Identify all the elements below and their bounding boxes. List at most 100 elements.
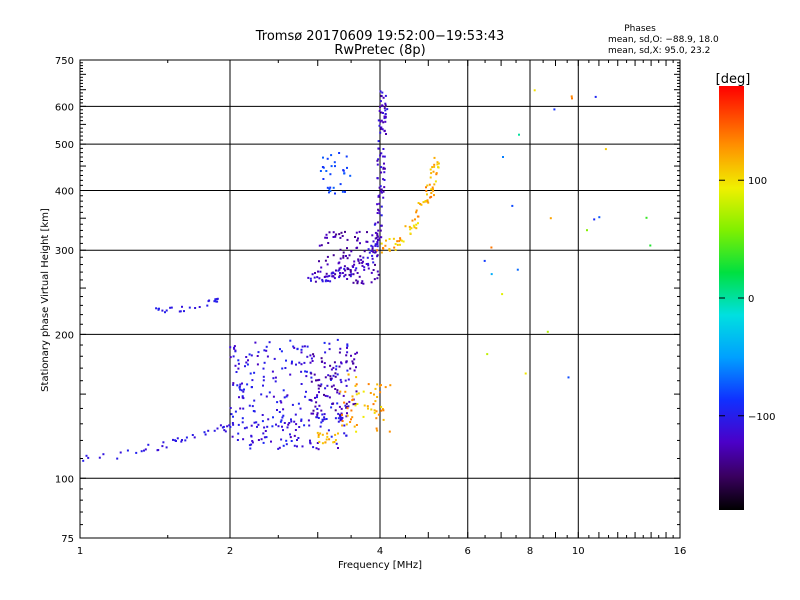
data-point (349, 274, 352, 276)
data-point (285, 359, 287, 362)
data-point (319, 425, 322, 428)
data-point (324, 376, 327, 379)
data-point (384, 115, 387, 118)
data-point (336, 373, 339, 376)
data-point (294, 413, 297, 416)
data-point (377, 273, 380, 276)
data-point (228, 424, 231, 427)
data-point (232, 382, 235, 385)
data-point (268, 391, 271, 394)
data-point (425, 186, 427, 189)
data-point (305, 375, 308, 378)
data-point (376, 232, 379, 235)
data-point (332, 402, 335, 405)
data-point (332, 254, 335, 257)
data-point (329, 190, 332, 193)
data-point (310, 372, 313, 375)
x-tick-label: 10 (572, 546, 585, 557)
data-point (191, 434, 194, 436)
data-point (314, 396, 316, 399)
data-point (343, 432, 346, 435)
data-point (316, 276, 319, 279)
data-point (384, 102, 387, 105)
data-point (345, 384, 348, 387)
data-point (332, 231, 335, 234)
data-point (346, 407, 349, 410)
data-point (310, 279, 312, 282)
data-point (362, 256, 365, 259)
data-point (362, 260, 364, 263)
data-point (371, 234, 374, 237)
data-point (238, 396, 240, 399)
data-point (383, 155, 386, 158)
data-point (330, 165, 333, 168)
data-point (373, 278, 376, 281)
data-point (382, 190, 385, 193)
data-point (276, 409, 278, 411)
data-point (372, 240, 375, 243)
stats-line-o: mean, sd,O: −88.9, 18.0 (608, 35, 719, 45)
data-point (262, 432, 265, 435)
data-point (346, 343, 349, 346)
data-point (316, 416, 319, 419)
data-point (334, 235, 337, 238)
data-point (373, 393, 375, 396)
data-point (372, 269, 375, 271)
data-point (241, 396, 244, 399)
data-point (226, 425, 229, 428)
data-point (381, 408, 384, 410)
data-point (412, 224, 415, 227)
data-point (155, 307, 158, 310)
data-point (249, 447, 252, 450)
data-point (293, 420, 296, 423)
data-point (384, 109, 387, 112)
data-point (367, 407, 369, 410)
data-point (147, 443, 150, 446)
data-point (348, 400, 351, 403)
data-point (384, 104, 387, 107)
data-point (321, 418, 324, 421)
data-point (382, 155, 385, 158)
data-point (318, 404, 321, 407)
data-point (334, 439, 337, 442)
data-point (278, 446, 281, 449)
data-point (232, 423, 235, 426)
data-point (282, 408, 285, 411)
data-point (236, 384, 239, 387)
data-point (367, 264, 370, 267)
data-point (318, 244, 321, 247)
data-point (244, 365, 246, 368)
data-point (135, 451, 138, 454)
data-point (215, 300, 218, 303)
data-point (357, 392, 360, 395)
data-point (321, 419, 324, 422)
data-point (353, 369, 356, 372)
data-point (318, 391, 320, 394)
data-point (314, 280, 317, 283)
data-point (245, 361, 248, 364)
data-point (367, 383, 370, 386)
data-point (329, 364, 332, 367)
data-point (338, 405, 341, 408)
data-point (373, 223, 376, 226)
data-point (374, 231, 377, 234)
data-point (172, 438, 174, 441)
data-point (345, 434, 348, 437)
data-point (340, 361, 342, 364)
data-point (417, 222, 419, 225)
data-point (415, 211, 418, 214)
data-point (324, 387, 327, 390)
data-point (324, 275, 327, 278)
data-point (272, 416, 274, 419)
data-point (330, 435, 333, 438)
data-point (316, 431, 319, 434)
data-point (321, 413, 324, 416)
data-point (260, 393, 263, 396)
data-point (316, 442, 319, 444)
data-point (339, 416, 342, 419)
data-point (351, 265, 354, 268)
data-point (365, 263, 368, 265)
data-point (294, 429, 297, 431)
data-point (346, 369, 349, 372)
data-point (219, 424, 222, 427)
